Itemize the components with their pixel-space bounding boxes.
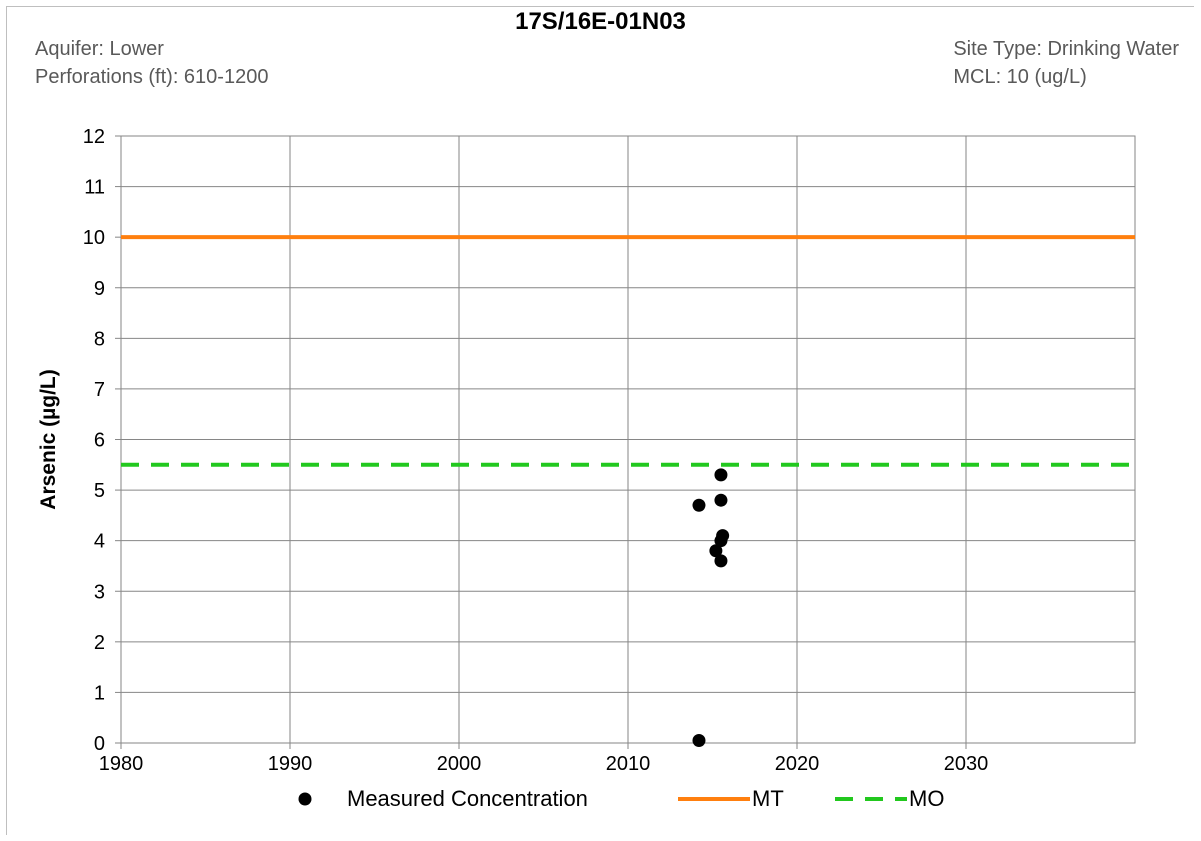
site-type-label: Site Type: Drinking Water [953, 38, 1179, 60]
aquifer-label: Aquifer: Lower [35, 38, 164, 60]
y-tick-label: 11 [84, 177, 105, 199]
x-tick-label: 2030 [944, 753, 989, 775]
chart-frame [6, 6, 1194, 835]
data-point [714, 534, 728, 548]
y-tick-label: 10 [83, 227, 105, 249]
y-tick-label: 4 [94, 531, 105, 553]
x-tick-label: 2000 [437, 753, 482, 775]
data-point [714, 468, 728, 482]
y-tick-label: 6 [94, 430, 105, 452]
well-info-right: Site Type: Drinking Water MCL: 10 (ug/L) [953, 35, 1179, 91]
data-point [714, 554, 728, 568]
y-tick-label: 12 [83, 126, 105, 148]
y-tick-label: 7 [94, 379, 105, 401]
well-info-left: Aquifer: Lower Perforations (ft): 610-12… [35, 35, 268, 91]
legend-label: MT [752, 786, 784, 811]
y-tick-label: 9 [94, 278, 105, 300]
y-tick-label: 0 [94, 733, 105, 755]
chart-title: 17S/16E-01N03 [515, 8, 686, 35]
y-tick-label: 5 [94, 480, 105, 502]
perforations-label: Perforations (ft): 610-1200 [35, 66, 269, 88]
y-tick-label: 1 [94, 682, 105, 704]
legend-label: Measured Concentration [347, 786, 588, 811]
x-tick-label: 1990 [268, 753, 313, 775]
data-point [692, 733, 706, 747]
x-tick-label: 2020 [775, 753, 820, 775]
data-point [692, 498, 706, 512]
y-tick-label: 3 [94, 581, 105, 603]
x-tick-label: 2010 [606, 753, 651, 775]
y-tick-label: 2 [94, 632, 105, 654]
legend-label: MO [909, 786, 944, 811]
y-axis-label: Arsenic (µg/L) [37, 369, 60, 509]
data-point [709, 544, 723, 558]
x-tick-label: 1980 [99, 753, 144, 775]
data-point [714, 493, 728, 507]
legend-marker-measured [298, 792, 312, 806]
mcl-label: MCL: 10 (ug/L) [953, 66, 1087, 88]
y-tick-label: 8 [94, 328, 105, 350]
